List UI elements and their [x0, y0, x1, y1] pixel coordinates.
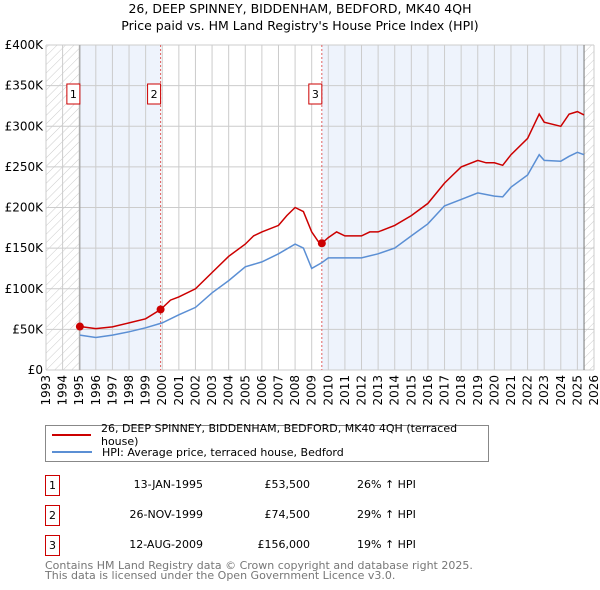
x-tick-label: 1996 [89, 375, 103, 406]
x-tick-label: 2008 [288, 375, 302, 406]
legend-item-property: 26, DEEP SPINNEY, BIDDENHAM, BEDFORD, MK… [52, 422, 488, 448]
x-tick-label: 2000 [155, 375, 169, 406]
x-tick-label: 1998 [122, 375, 136, 406]
sale-date: 12-AUG-2009 [129, 538, 203, 551]
sale-marker-box: 3 [45, 535, 60, 556]
x-tick-label: 2021 [504, 375, 518, 406]
sale-price: £74,500 [264, 508, 311, 521]
x-tick-label: 2025 [570, 375, 584, 406]
legend: 26, DEEP SPINNEY, BIDDENHAM, BEDFORD, MK… [45, 422, 489, 462]
legend-item-hpi: HPI: Average price, terraced house, Bedf… [52, 444, 344, 460]
x-tick-label: 2015 [404, 375, 418, 406]
sale-point [75, 322, 84, 331]
hpi-line [79, 151, 585, 339]
sale-hpi: 19% ↑ HPI [357, 538, 416, 551]
x-tick-label: 2002 [188, 375, 202, 406]
x-tick-label: 2010 [321, 375, 335, 406]
y-tick-label: £100K [5, 282, 45, 296]
x-tick-label: 2023 [537, 375, 551, 406]
y-tick-label: £0 [28, 363, 43, 377]
x-tick-label: 2024 [554, 375, 568, 406]
sale-date: 13-JAN-1995 [133, 478, 203, 491]
x-tick-label: 1993 [39, 375, 53, 406]
x-tick-label: 2011 [338, 375, 352, 406]
sale-label: 2 [151, 88, 158, 101]
x-tick-label: 2004 [222, 375, 236, 406]
x-tick-label: 2019 [471, 375, 485, 406]
footer-copyright: Contains HM Land Registry data © Crown c… [45, 559, 473, 572]
sale-price: £156,000 [257, 538, 311, 551]
x-tick-label: 2009 [305, 375, 319, 406]
sale-hpi: 26% ↑ HPI [357, 478, 416, 491]
y-tick-label: £150K [5, 241, 45, 255]
sale-label-box [147, 83, 162, 105]
y-tick-label: £200K [5, 201, 45, 215]
sale-label: 3 [312, 88, 319, 101]
sale-price: £53,500 [264, 478, 311, 491]
x-tick-label: 2016 [421, 375, 435, 406]
y-tick-label: £350K [5, 79, 45, 93]
property-price-line [79, 110, 585, 330]
chart-subtitle: Price paid vs. HM Land Registry's House … [121, 18, 479, 33]
x-tick-label: 1995 [72, 375, 86, 406]
y-tick-label: £400K [5, 38, 45, 52]
x-tick-label: 2013 [371, 375, 385, 406]
x-tick-label: 2018 [454, 375, 468, 406]
y-tick-label: £50K [12, 322, 44, 336]
sale-marker-box: 2 [45, 505, 60, 526]
sale-label-box [66, 83, 81, 105]
chart-title: 26, DEEP SPINNEY, BIDDENHAM, BEDFORD, MK… [128, 1, 472, 16]
x-tick-label: 1997 [105, 375, 119, 406]
x-tick-label: 2012 [355, 375, 369, 406]
legend-swatch-red [52, 434, 91, 436]
legend-label: HPI: Average price, terraced house, Bedf… [102, 445, 344, 459]
sale-label: 1 [70, 88, 77, 101]
x-tick-label: 1999 [139, 375, 153, 406]
x-tick-label: 2014 [388, 375, 402, 406]
x-tick-label: 2020 [487, 375, 501, 406]
sale-hpi: 29% ↑ HPI [357, 508, 416, 521]
x-tick-label: 2006 [255, 375, 269, 406]
sale-point [317, 239, 326, 248]
x-tick-label: 2022 [521, 375, 535, 406]
x-tick-label: 2001 [172, 375, 186, 406]
legend-label: 26, DEEP SPINNEY, BIDDENHAM, BEDFORD, MK… [100, 422, 458, 448]
x-tick-label: 2017 [438, 375, 452, 406]
legend-swatch-blue [52, 451, 92, 453]
x-tick-label: 2003 [205, 375, 219, 406]
sale-label-box [308, 83, 323, 105]
x-tick-label: 2005 [238, 375, 252, 406]
footer-licence: This data is licensed under the Open Gov… [45, 569, 396, 582]
y-tick-label: £300K [5, 119, 45, 133]
x-tick-label: 2007 [271, 375, 285, 406]
sale-marker-box: 1 [45, 475, 60, 496]
y-tick-label: £250K [5, 160, 45, 174]
x-tick-label: 2026 [587, 375, 600, 406]
sale-date: 26-NOV-1999 [129, 508, 203, 521]
x-tick-label: 1994 [56, 375, 70, 406]
sale-point [156, 305, 165, 314]
